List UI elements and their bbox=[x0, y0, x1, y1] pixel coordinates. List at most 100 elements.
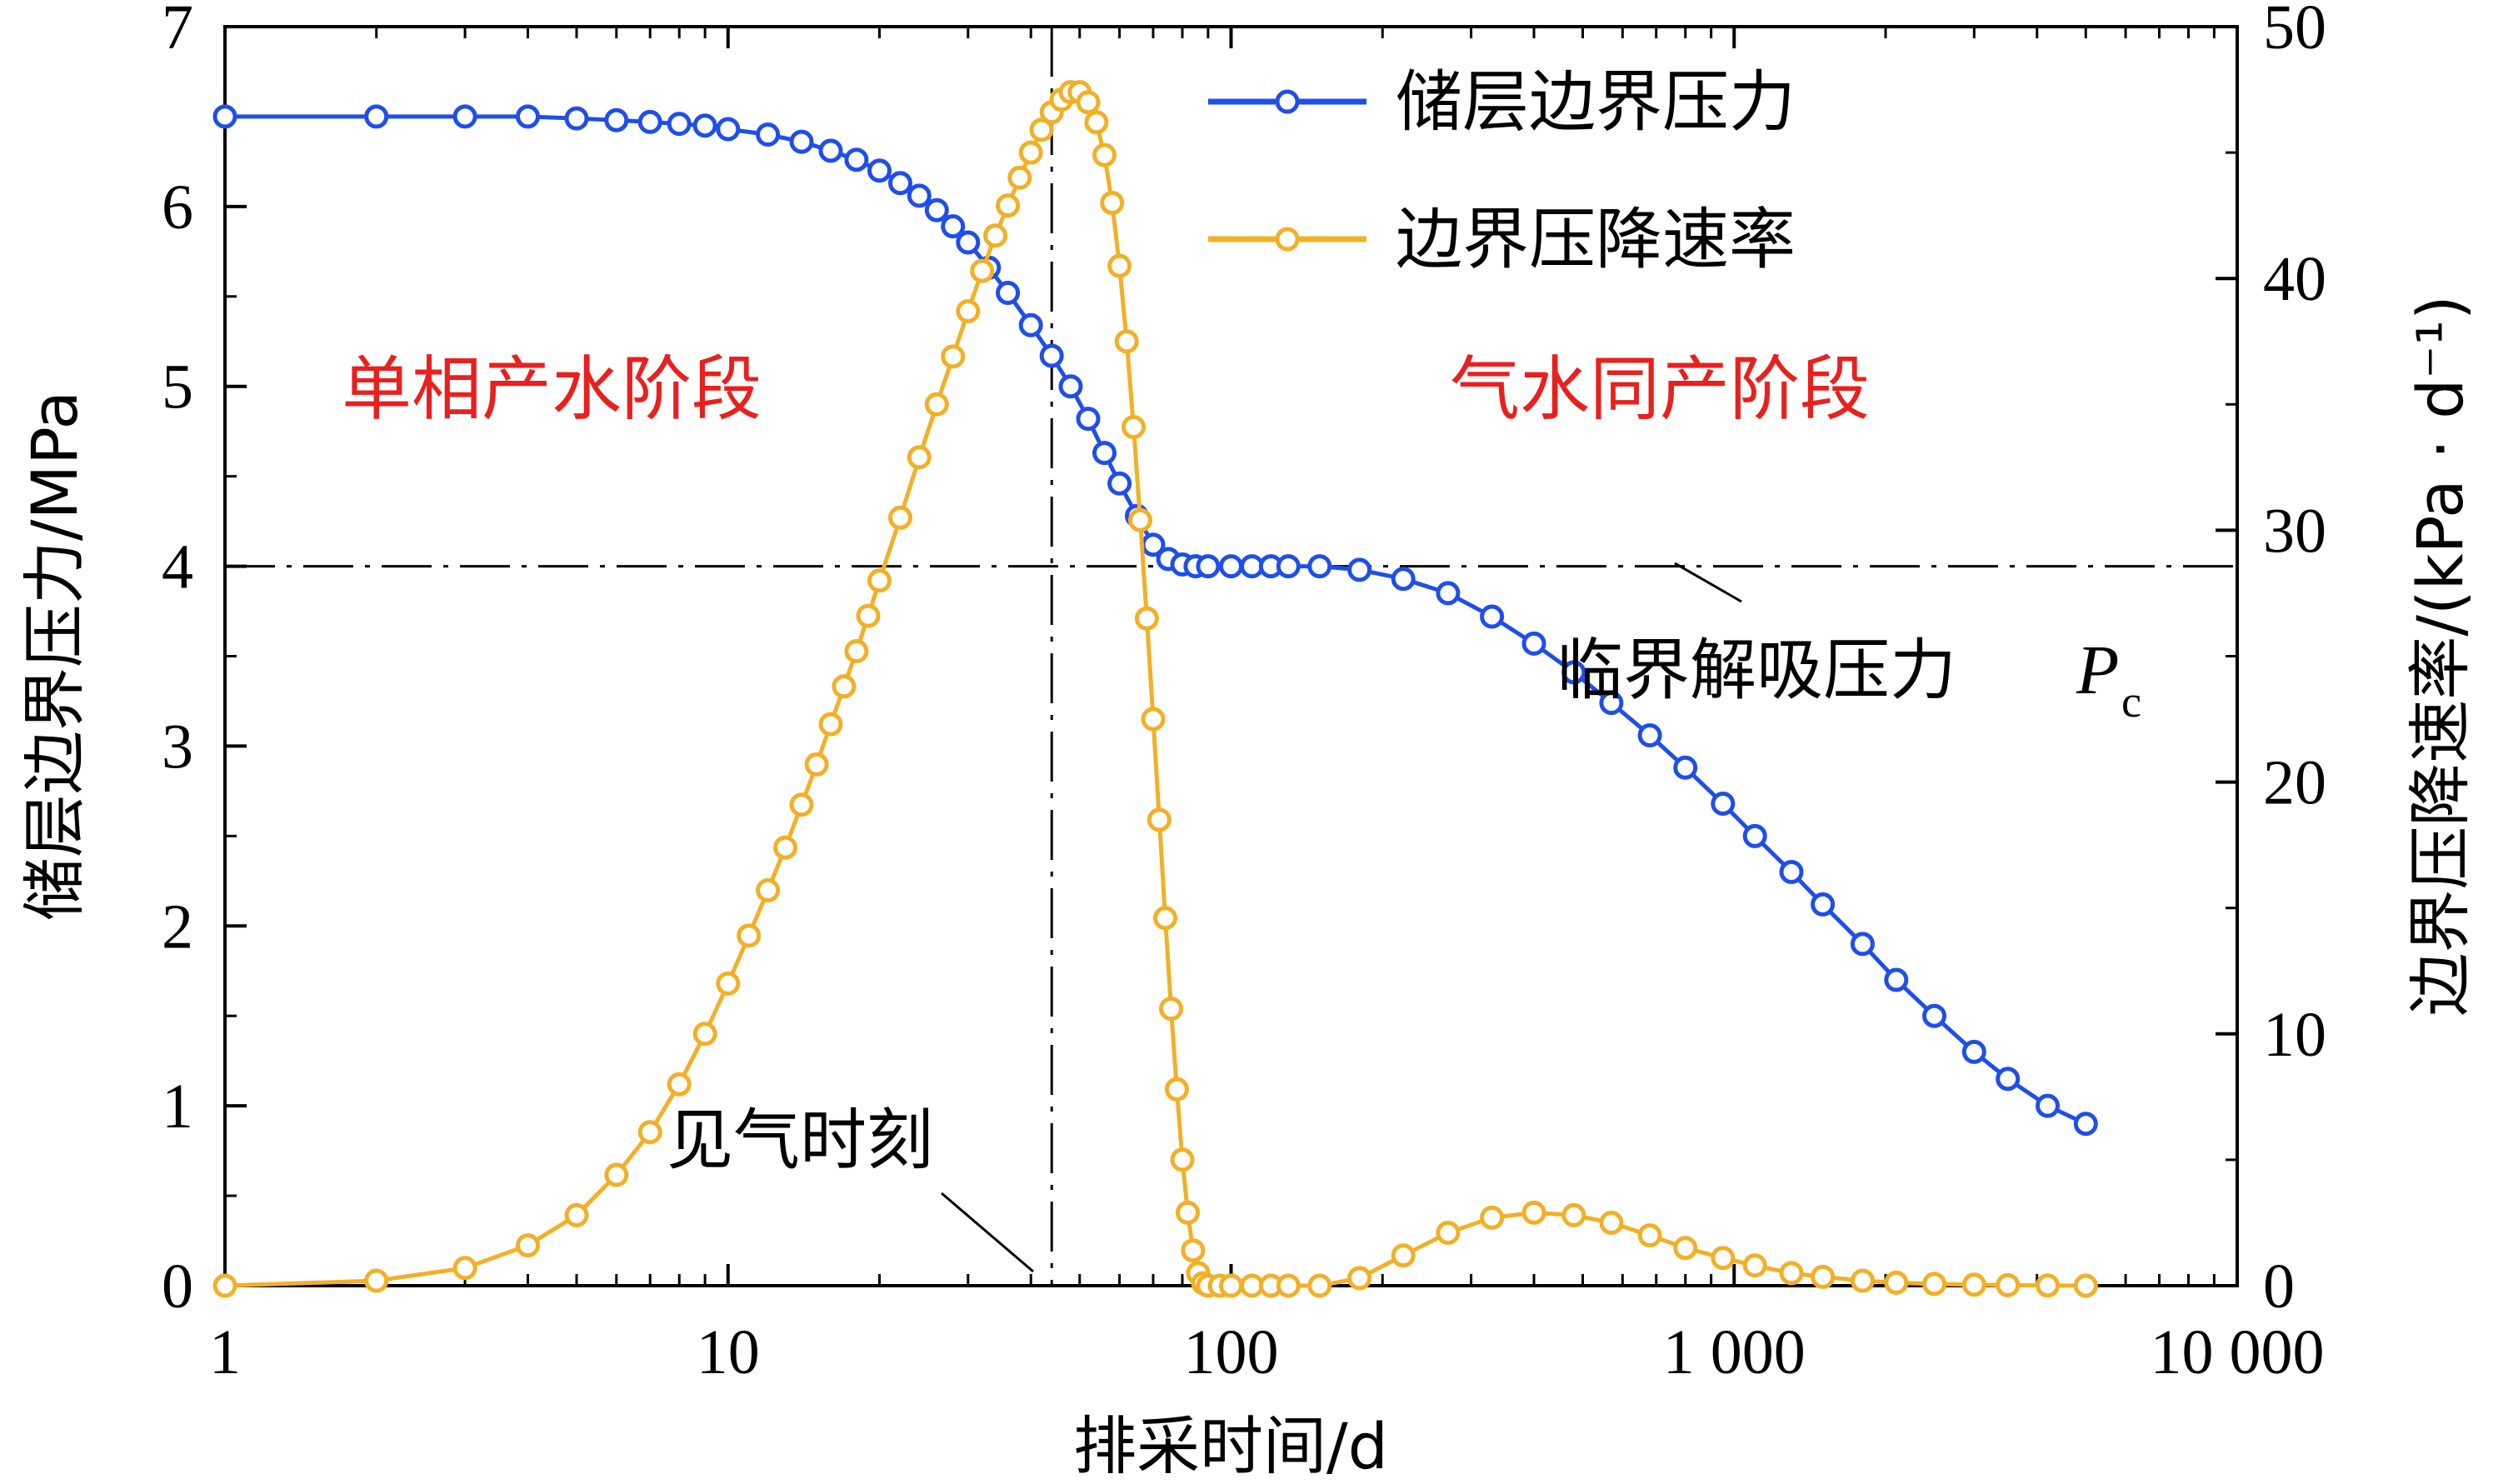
data-point bbox=[941, 344, 966, 369]
data-point bbox=[604, 107, 629, 132]
y-left-tick-label: 3 bbox=[162, 712, 193, 782]
data-point bbox=[667, 112, 692, 137]
data-point bbox=[844, 639, 869, 663]
data-point bbox=[818, 138, 843, 163]
data-point bbox=[1742, 1253, 1767, 1278]
data-point bbox=[983, 223, 1008, 248]
y-right-tick-label: 50 bbox=[2263, 0, 2326, 62]
data-point bbox=[1114, 329, 1139, 354]
data-point bbox=[804, 752, 829, 777]
gas-breakthrough-label: 见气时刻 bbox=[667, 1102, 933, 1179]
data-point bbox=[1058, 374, 1083, 399]
data-point bbox=[212, 1273, 237, 1298]
data-point bbox=[716, 971, 741, 996]
stage-single-phase-label: 单相产水阶段 bbox=[342, 348, 762, 430]
data-point bbox=[907, 445, 932, 470]
data-point bbox=[1170, 1147, 1195, 1172]
data-point bbox=[1884, 967, 1909, 992]
data-point bbox=[1159, 997, 1183, 1022]
data-point bbox=[789, 129, 814, 154]
data-point bbox=[832, 674, 857, 699]
data-point bbox=[1092, 441, 1117, 466]
data-point bbox=[773, 835, 797, 860]
data-point bbox=[692, 1022, 717, 1047]
data-point bbox=[2036, 1273, 2060, 1298]
data-point bbox=[1480, 1205, 1505, 1230]
data-point bbox=[1436, 581, 1461, 606]
data-point bbox=[907, 183, 932, 208]
data-point bbox=[1219, 554, 1243, 579]
series-layer bbox=[212, 80, 2098, 1298]
data-point bbox=[1391, 1243, 1416, 1268]
data-point bbox=[564, 106, 589, 131]
legend: 储层边界压力 边界压降速率 bbox=[1208, 63, 1796, 278]
data-point bbox=[1922, 1272, 1946, 1297]
data-point bbox=[1521, 631, 1546, 656]
data-point bbox=[604, 1162, 629, 1187]
data-point bbox=[1147, 807, 1172, 832]
x-tick-label: 10 bbox=[697, 1317, 760, 1387]
x-tick-label: 1 bbox=[209, 1317, 241, 1387]
data-point bbox=[996, 281, 1021, 305]
data-point bbox=[1134, 606, 1159, 631]
data-point bbox=[1100, 191, 1125, 215]
x-tick-label: 10 000 bbox=[2151, 1317, 2325, 1387]
data-point bbox=[1922, 1003, 1946, 1028]
data-point bbox=[867, 568, 892, 593]
data-point bbox=[844, 147, 869, 172]
data-point bbox=[2073, 1112, 2098, 1137]
data-point bbox=[888, 171, 912, 196]
critical-pressure-subscript: c bbox=[2121, 677, 2141, 727]
data-point bbox=[1092, 142, 1117, 167]
gas-breakthrough-leader bbox=[941, 1192, 1034, 1273]
series-1 bbox=[212, 104, 2098, 1137]
data-point bbox=[756, 122, 781, 147]
data-point bbox=[1141, 707, 1166, 732]
data-point bbox=[1850, 932, 1875, 957]
data-point bbox=[1711, 1246, 1736, 1271]
data-point bbox=[1961, 1272, 1986, 1297]
y-right-tick-label: 30 bbox=[2263, 496, 2326, 566]
data-point bbox=[1128, 507, 1152, 532]
data-point bbox=[1711, 792, 1736, 816]
data-point bbox=[1307, 1273, 1332, 1298]
data-point bbox=[564, 1202, 589, 1227]
legend-marker-rate bbox=[1275, 227, 1300, 252]
y-left-tick-label: 4 bbox=[162, 532, 193, 602]
critical-pressure-symbol: P bbox=[2076, 632, 2119, 709]
data-point bbox=[1084, 110, 1109, 135]
data-point bbox=[516, 1233, 540, 1258]
data-point bbox=[692, 113, 717, 138]
legend-label-rate: 边界压降速率 bbox=[1396, 201, 1796, 278]
data-point bbox=[1480, 604, 1505, 629]
x-axis-title: 排采时间/d bbox=[1073, 1409, 1388, 1483]
data-point bbox=[1779, 860, 1804, 884]
y-axis-left: 0 1 2 3 4 5 6 7 bbox=[162, 0, 247, 1322]
data-point bbox=[1122, 415, 1146, 439]
data-point bbox=[856, 603, 881, 628]
data-point bbox=[970, 258, 995, 283]
data-point bbox=[516, 104, 540, 129]
data-point bbox=[1779, 1261, 1804, 1286]
y-left-tick-label: 0 bbox=[162, 1252, 193, 1322]
y-left-tick-label: 6 bbox=[162, 172, 193, 242]
y-right-tick-label: 0 bbox=[2263, 1252, 2295, 1322]
data-point bbox=[2036, 1093, 2060, 1118]
data-point bbox=[364, 104, 389, 129]
y-left-tick-label: 2 bbox=[162, 892, 193, 962]
data-point bbox=[956, 299, 981, 323]
data-point bbox=[1076, 90, 1101, 115]
data-point bbox=[1347, 557, 1372, 582]
data-point bbox=[1196, 554, 1221, 579]
y-right-tick-label: 10 bbox=[2263, 1000, 2326, 1070]
data-point bbox=[888, 505, 912, 530]
data-point bbox=[1599, 691, 1624, 716]
data-point bbox=[1029, 117, 1054, 142]
data-point bbox=[1742, 823, 1767, 848]
data-point bbox=[452, 104, 477, 129]
data-point bbox=[1076, 407, 1101, 432]
stage-two-phase-label: 气水同产阶段 bbox=[1450, 348, 1870, 430]
data-point bbox=[924, 392, 949, 417]
y-axis-left-title: 储层边界压力/MPa bbox=[17, 391, 92, 921]
